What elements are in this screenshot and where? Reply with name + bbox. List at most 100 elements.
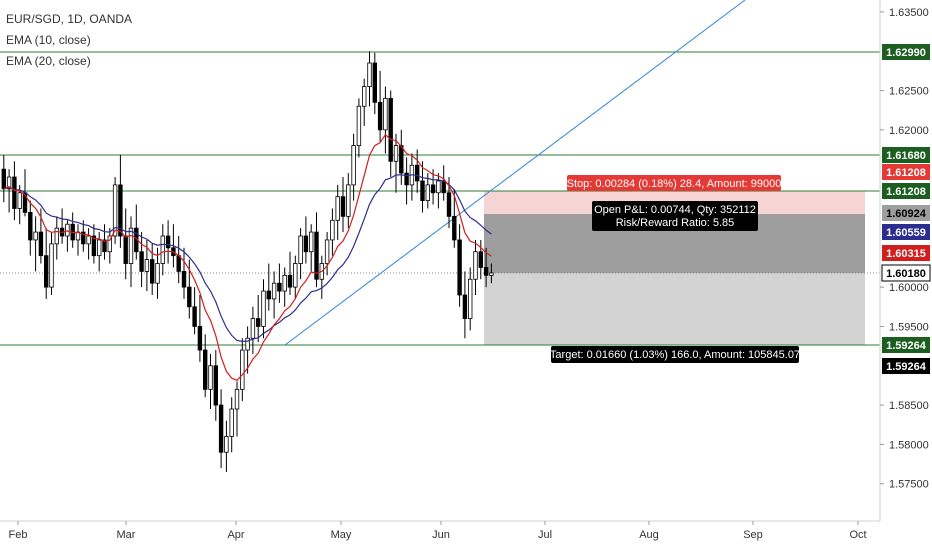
candle (160, 224, 165, 276)
candle-body (303, 235, 309, 253)
candle-body (361, 86, 367, 107)
candle-body (377, 101, 383, 131)
candle-body (54, 227, 59, 245)
candle (340, 177, 346, 233)
candle (282, 267, 287, 307)
candle (86, 228, 91, 260)
candle (81, 220, 86, 252)
price-badge-text: 1.59264 (886, 340, 927, 352)
candle (308, 224, 314, 272)
candle (255, 294, 261, 343)
candle-body (208, 365, 213, 390)
candle-body (277, 282, 282, 292)
pnl-label-line2: Risk/Reward Ratio: 5.85 (616, 217, 735, 229)
candle-body (346, 184, 351, 217)
candle (240, 338, 245, 402)
candle-body (489, 272, 494, 276)
price-badge-bg (882, 205, 930, 221)
price-tick-label: 1.62500 (889, 86, 929, 98)
legend-ema10[interactable]: EMA (10, close) (6, 33, 91, 47)
price-badge-text: 1.60180 (886, 268, 926, 280)
price-badge-text: 1.61680 (886, 150, 926, 162)
candle-body (49, 243, 54, 288)
candle (420, 161, 425, 213)
ema-10-line[interactable] (3, 133, 492, 382)
candle-body (97, 239, 102, 257)
candle-body (240, 349, 245, 390)
candle (107, 228, 112, 264)
price-badge-bg (882, 245, 930, 261)
candle (414, 149, 420, 193)
candle-body (165, 235, 171, 249)
candle-body (452, 215, 457, 241)
price-badge: 1.62990 (882, 44, 930, 60)
candle-body (287, 274, 293, 288)
price-badge-bg (882, 358, 930, 374)
candle (1, 155, 6, 203)
candle (377, 70, 383, 142)
candle (388, 90, 393, 178)
time-tick-label: Jun (432, 529, 450, 541)
legend-symbol[interactable]: EUR/SGD, 1D, OANDA (6, 12, 133, 26)
candle (351, 133, 356, 201)
price-tick-label: 1.58000 (889, 439, 929, 451)
price-tick-label: 1.59500 (889, 321, 929, 333)
price-badge-bg (882, 337, 930, 353)
candle-body (308, 231, 314, 253)
candle (250, 306, 256, 354)
candle-body (282, 274, 287, 292)
candle-body (181, 270, 187, 288)
candle (478, 239, 483, 280)
candle (367, 51, 372, 107)
profit-zone[interactable] (484, 273, 865, 345)
candle-body (372, 62, 377, 103)
target-label-bg (551, 346, 799, 363)
candle (6, 169, 12, 213)
price-axis[interactable]: 1.63500 1.62500 1.62000 1.60000 1.59500 1.585… (880, 7, 929, 491)
candle (324, 232, 330, 276)
trendline[interactable] (284, 0, 746, 346)
pnl-label: Open P&L: 0.00744, Qty: 352112 Risk/Rewa… (592, 201, 758, 231)
price-tick-label: 1.63500 (889, 7, 929, 19)
candle (65, 220, 70, 252)
legend-ema20[interactable]: EMA (20, close) (6, 54, 91, 68)
candle-body (324, 239, 330, 264)
candle (452, 188, 457, 248)
price-badge: 1.60315 (882, 245, 930, 261)
candle-body (399, 145, 404, 174)
pnl-label-bg (592, 201, 758, 231)
candle-body (107, 235, 112, 253)
time-tick-label: May (331, 529, 352, 541)
price-badges: 1.62990 1.61680 1.61208 1.61208 1.60924 1.605… (881, 44, 931, 374)
candle-body (457, 239, 462, 296)
ema-20-line[interactable] (3, 174, 492, 343)
candle (393, 133, 399, 193)
candle-body (298, 235, 303, 264)
candle (293, 255, 298, 299)
candle-body (81, 231, 86, 245)
candle (213, 350, 218, 421)
candle-body (17, 192, 22, 209)
stop-label-text: Stop: 0.00284 (0.18%) 28.4, Amount: 9900… (567, 178, 782, 190)
price-badge: 1.61680 (882, 147, 930, 163)
candle-body (229, 408, 234, 437)
price-tick-label: 1.62000 (889, 125, 929, 137)
time-axis[interactable]: Feb Mar Apr May Jun Jul Aug Sep Oct (9, 521, 867, 541)
price-badge-bg (882, 44, 930, 60)
candle-body (176, 255, 181, 272)
candle-body (446, 192, 452, 217)
stop-label: Stop: 0.00284 (0.18%) 28.4, Amount: 9900… (567, 175, 782, 191)
candle-body (266, 290, 271, 300)
target-label-text: Target: 0.01660 (1.03%) 166.0, Amount: 1… (550, 349, 800, 361)
price-badge-text: 1.62990 (886, 47, 926, 59)
candle-body (271, 282, 277, 300)
price-tick-label: 1.57500 (889, 479, 929, 491)
candle (298, 228, 303, 280)
candle-body (261, 290, 266, 327)
candle-body (123, 235, 128, 264)
candle-body (197, 326, 203, 351)
candle-body (155, 263, 160, 284)
time-tick-label: Mar (117, 529, 136, 541)
